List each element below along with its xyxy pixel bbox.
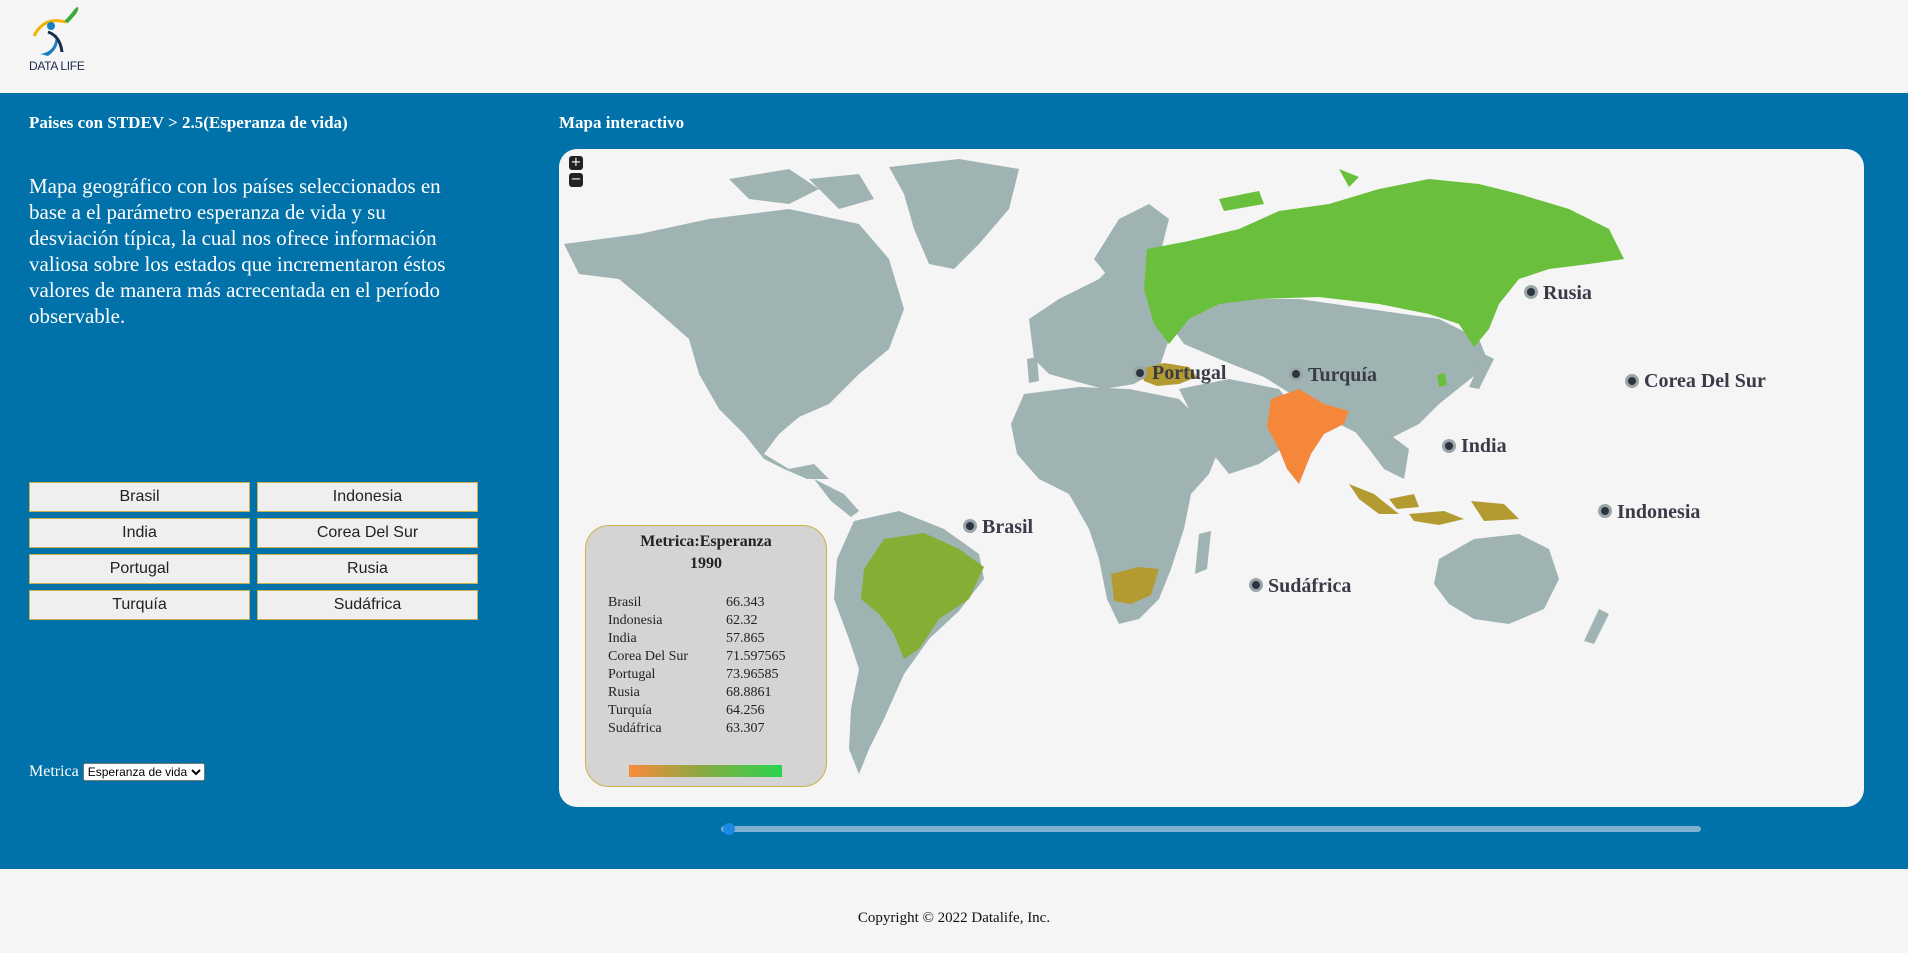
legend-value: 73.96585 — [726, 667, 779, 682]
legend-country: Turquía — [608, 703, 652, 718]
legend-row: India 57.865 — [608, 630, 786, 648]
country-button-portugal[interactable]: Portugal — [29, 554, 250, 584]
datalife-logo-icon — [32, 6, 79, 56]
legend-table: Brasil 66.343 Indonesia 62.32 India 57.865 … — [608, 594, 786, 738]
map-label-indonesia: Indonesia — [1617, 501, 1700, 523]
legend-box: Metrica:Esperanza 1990 Brasil 66.343 Indo… — [585, 525, 827, 787]
marker-portugal[interactable]: Portugal — [1133, 362, 1227, 384]
marker-brasil[interactable]: Brasil — [963, 516, 1034, 538]
arctic-islands-shape — [729, 169, 874, 209]
legend-country: Sudáfrica — [608, 721, 662, 736]
legend-value: 68.8861 — [726, 685, 772, 700]
legend-value: 71.597565 — [726, 649, 786, 664]
middle-east-shape — [1179, 379, 1299, 474]
africa-shape — [1011, 387, 1219, 624]
legend-value: 63.307 — [726, 721, 765, 736]
marker-rusia[interactable]: Rusia — [1524, 282, 1592, 304]
map-label-portugal: Portugal — [1152, 362, 1227, 384]
legend-title-metric: Metrica:Esperanza — [640, 533, 772, 550]
zoom-out-button[interactable]: − — [569, 172, 583, 187]
slider-thumb[interactable] — [723, 823, 735, 835]
legend-country: Corea Del Sur — [608, 649, 689, 664]
legend-country: India — [608, 631, 637, 646]
legend-title: Metrica:Esperanza 1990 — [586, 531, 826, 575]
legend-row: Sudáfrica 63.307 — [608, 720, 786, 738]
rusia-islands-shape — [1219, 169, 1359, 211]
legend-title-year: 1990 — [690, 555, 722, 572]
description-text: Mapa geográfico con los países seleccion… — [29, 174, 446, 328]
legend-country: Indonesia — [608, 613, 663, 628]
legend-value: 62.32 — [726, 613, 758, 628]
world-map[interactable]: Rusia Portugal Turquía Corea Del Sur Ind… — [559, 149, 1864, 807]
header: DATA LIFE — [0, 0, 1908, 93]
legend-country: Portugal — [608, 667, 656, 682]
country-button-turquia[interactable]: Turquía — [29, 590, 250, 620]
country-button-corea-del-sur[interactable]: Corea Del Sur — [257, 518, 478, 548]
new-zealand-shape — [1584, 609, 1609, 644]
marker-turquia[interactable]: Turquía — [1289, 364, 1377, 386]
map-title: Mapa interactivo — [559, 113, 685, 132]
southeast-asia-shape — [1349, 424, 1409, 479]
north-america-shape — [564, 209, 904, 479]
logo-text: DATA LIFE — [29, 59, 85, 73]
map-label-sudafrica: Sudáfrica — [1268, 575, 1351, 597]
greenland-shape — [889, 159, 1019, 269]
metric-selector: Metrica Esperanza de vida — [29, 763, 205, 781]
marker-corea-del-sur[interactable]: Corea Del Sur — [1625, 370, 1766, 392]
footer-copyright: Copyright © 2022 Datalife, Inc. — [857, 910, 1051, 926]
corea-del-sur-shape[interactable] — [1437, 373, 1447, 387]
legend-row: Rusia 68.8861 — [608, 684, 786, 702]
map-panel[interactable]: Rusia Portugal Turquía Corea Del Sur Ind… — [559, 149, 1864, 807]
rusia-shape[interactable] — [1144, 179, 1624, 347]
country-button-sudafrica[interactable]: Sudáfrica — [257, 590, 478, 620]
legend-value: 57.865 — [726, 631, 765, 646]
metric-label: Metrica — [29, 763, 79, 780]
country-button-india[interactable]: India — [29, 518, 250, 548]
marker-indonesia[interactable]: Indonesia — [1598, 501, 1700, 523]
map-label-turquia: Turquía — [1308, 364, 1377, 386]
year-slider[interactable] — [721, 823, 1701, 835]
zoom-in-button[interactable]: + — [569, 155, 583, 170]
legend-value: 64.256 — [726, 703, 765, 718]
map-label-rusia: Rusia — [1543, 282, 1592, 304]
europe-shape — [1029, 259, 1169, 389]
japan-shape — [1469, 354, 1494, 389]
legend-country: Rusia — [608, 685, 640, 700]
legend-row: Turquía 64.256 — [608, 702, 786, 720]
india-shape[interactable] — [1267, 389, 1349, 484]
legend-color-scale — [629, 765, 782, 777]
legend-row: Corea Del Sur 71.597565 — [608, 648, 786, 666]
legend-row: Indonesia 62.32 — [608, 612, 786, 630]
sudafrica-shape[interactable] — [1111, 567, 1159, 604]
map-label-corea-del-sur: Corea Del Sur — [1644, 370, 1766, 392]
indonesia-shape[interactable] — [1349, 484, 1519, 525]
legend-row: Portugal 73.96585 — [608, 666, 786, 684]
slider-track[interactable] — [721, 826, 1701, 832]
australia-shape — [1434, 534, 1559, 624]
country-button-rusia[interactable]: Rusia — [257, 554, 478, 584]
brasil-shape[interactable] — [861, 533, 984, 659]
metric-select[interactable]: Esperanza de vida — [82, 763, 205, 781]
country-button-indonesia[interactable]: Indonesia — [257, 482, 478, 512]
marker-sudafrica[interactable]: Sudáfrica — [1249, 575, 1351, 597]
portugal-shape[interactable] — [1027, 357, 1039, 383]
map-label-india: India — [1461, 435, 1507, 457]
country-buttons: Brasil Indonesia India Corea Del Sur Por… — [29, 482, 478, 620]
turquia-shape[interactable] — [1141, 363, 1197, 386]
legend-value: 66.343 — [726, 595, 765, 610]
legend-country: Brasil — [608, 595, 642, 610]
legend-row: Brasil 66.343 — [608, 594, 786, 612]
central-america-shape — [814, 479, 859, 517]
map-label-brasil: Brasil — [982, 516, 1034, 538]
main-panel: Paises con STDEV > 2.5(Esperanza de vida… — [0, 93, 1908, 869]
asia-shape — [1159, 299, 1489, 439]
marker-india[interactable]: India — [1442, 435, 1507, 457]
section-title: Paises con STDEV > 2.5(Esperanza de vida… — [29, 113, 348, 132]
country-button-brasil[interactable]: Brasil — [29, 482, 250, 512]
madagascar-shape — [1195, 531, 1211, 574]
